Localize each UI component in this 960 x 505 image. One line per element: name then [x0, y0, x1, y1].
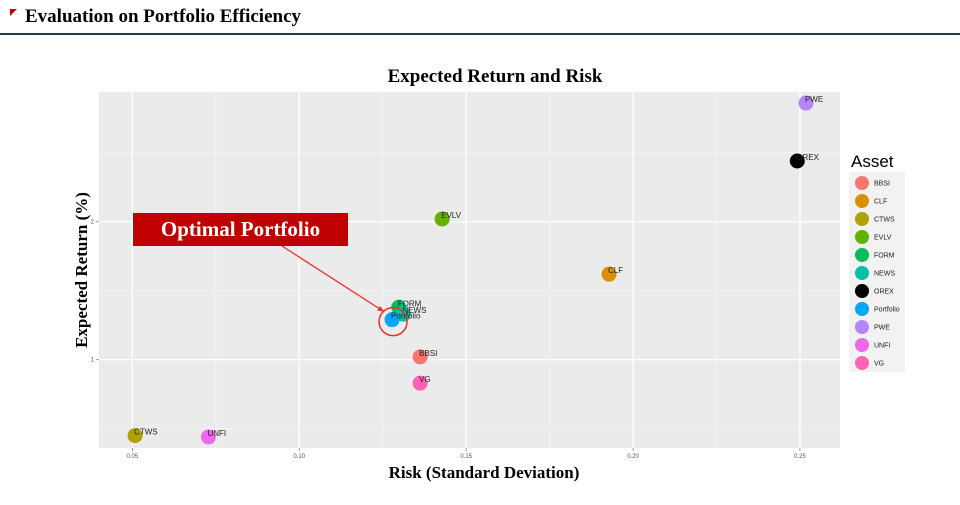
optimal-portfolio-callout: Optimal Portfolio	[133, 213, 348, 246]
grid-minor	[99, 92, 840, 448]
legend-label-bbsi: BBSI	[874, 181, 890, 188]
x-tick-label: 0.15	[460, 454, 472, 460]
point-pwe	[798, 95, 814, 111]
legend-key-evlv	[855, 230, 869, 244]
legend-key-pwe	[855, 320, 869, 334]
point-labels: BBSICLFCTWSEVLVFORMNEWSOREXPortfolioPWEU…	[134, 95, 823, 438]
point-label-clf: CLF	[608, 266, 623, 275]
legend-key-form	[855, 248, 869, 262]
point-label-ctws: CTWS	[134, 428, 158, 437]
point-ctws	[127, 428, 143, 444]
legend-key-unfi	[855, 338, 869, 352]
x-tick-label: 0.05	[127, 454, 139, 460]
x-tick-label: 0.20	[627, 454, 639, 460]
point-clf	[601, 266, 617, 282]
y-axis-label: Expected Return (%)	[72, 192, 91, 348]
legend-key-orex	[855, 284, 869, 298]
point-label-news: NEWS	[402, 306, 426, 315]
legend-key-news	[855, 266, 869, 280]
chart-title: Expected Return and Risk	[388, 66, 603, 87]
legend-title: Asset	[851, 152, 894, 171]
point-label-vg: VG	[419, 375, 431, 384]
point-portfolio	[384, 312, 400, 328]
legend-label-pwe: PWE	[874, 325, 890, 332]
data-points	[127, 95, 814, 445]
legend-key-portfolio	[855, 302, 869, 316]
legend-label-evlv: EVLV	[874, 235, 892, 242]
header-divider	[0, 33, 960, 35]
legend-label-portfolio: Portfolio	[874, 307, 900, 314]
callout-arrow	[281, 245, 385, 313]
slide-title: Evaluation on Portfolio Efficiency	[25, 6, 302, 27]
legend-key-bbsi	[855, 176, 869, 190]
point-label-pwe: PWE	[805, 95, 823, 104]
point-label-form: FORM	[398, 299, 422, 308]
portfolio-highlight-ring	[378, 306, 408, 337]
legend-label-form: FORM	[874, 253, 895, 260]
arrow-head-icon	[377, 305, 385, 312]
point-label-unfi: UNFI	[207, 429, 226, 438]
legend-key-clf	[855, 194, 869, 208]
x-axis-ticks: 0.05 0.10 0.15 0.20 0.25	[127, 448, 806, 460]
x-axis-label: Risk (Standard Deviation)	[389, 463, 580, 482]
point-label-bbsi: BBSI	[419, 349, 437, 358]
point-bbsi	[412, 349, 428, 365]
x-tick-label: 0.10	[293, 454, 305, 460]
legend: BBSI CLF CTWS EVLV FORM NEWS OREX Portfolio PWE U…	[849, 172, 905, 372]
x-tick-label: 0.25	[794, 454, 806, 460]
slide-header: Evaluation on Portfolio Efficiency	[0, 0, 960, 36]
legend-key-vg	[855, 356, 869, 370]
plot-panel	[99, 92, 840, 448]
legend-label-vg: VG	[874, 361, 884, 368]
point-orex	[789, 153, 805, 169]
legend-label-news: NEWS	[874, 271, 895, 278]
point-evlv	[434, 211, 450, 227]
y-tick-label: 1	[91, 358, 95, 364]
y-tick-label: 2	[91, 220, 95, 226]
point-label-orex: OREX	[796, 153, 819, 162]
point-label-evlv: EVLV	[441, 211, 462, 220]
legend-label-orex: OREX	[874, 289, 894, 296]
point-vg	[412, 375, 428, 391]
legend-label-unfi: UNFI	[874, 343, 890, 350]
grid-major	[99, 92, 840, 448]
legend-label-ctws: CTWS	[874, 217, 895, 224]
legend-label-clf: CLF	[874, 199, 887, 206]
point-unfi	[200, 429, 216, 445]
y-axis-ticks: 12	[91, 220, 99, 364]
legend-key-ctws	[855, 212, 869, 226]
arrow-shaft	[281, 245, 385, 313]
header-marker-icon	[10, 9, 17, 16]
